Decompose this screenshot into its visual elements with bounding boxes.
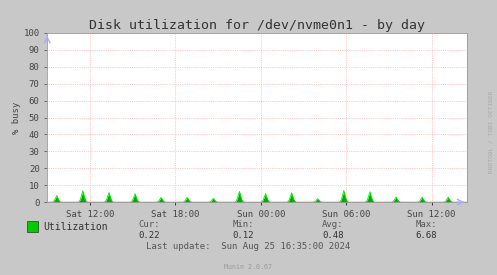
Y-axis label: % busy: % busy bbox=[11, 101, 21, 134]
Text: 0.48: 0.48 bbox=[322, 231, 344, 240]
Text: Max:: Max: bbox=[416, 220, 437, 229]
Text: 0.12: 0.12 bbox=[233, 231, 254, 240]
Text: 6.68: 6.68 bbox=[416, 231, 437, 240]
Text: Utilization: Utilization bbox=[43, 222, 108, 232]
Title: Disk utilization for /dev/nvme0n1 - by day: Disk utilization for /dev/nvme0n1 - by d… bbox=[89, 19, 425, 32]
Text: RRDTOOL / TOBI OETIKER: RRDTOOL / TOBI OETIKER bbox=[489, 91, 494, 173]
Text: Munin 2.0.67: Munin 2.0.67 bbox=[225, 264, 272, 270]
Text: Cur:: Cur: bbox=[138, 220, 160, 229]
Text: Last update:  Sun Aug 25 16:35:00 2024: Last update: Sun Aug 25 16:35:00 2024 bbox=[147, 242, 350, 251]
Text: 0.22: 0.22 bbox=[138, 231, 160, 240]
Text: Min:: Min: bbox=[233, 220, 254, 229]
Text: Avg:: Avg: bbox=[322, 220, 344, 229]
